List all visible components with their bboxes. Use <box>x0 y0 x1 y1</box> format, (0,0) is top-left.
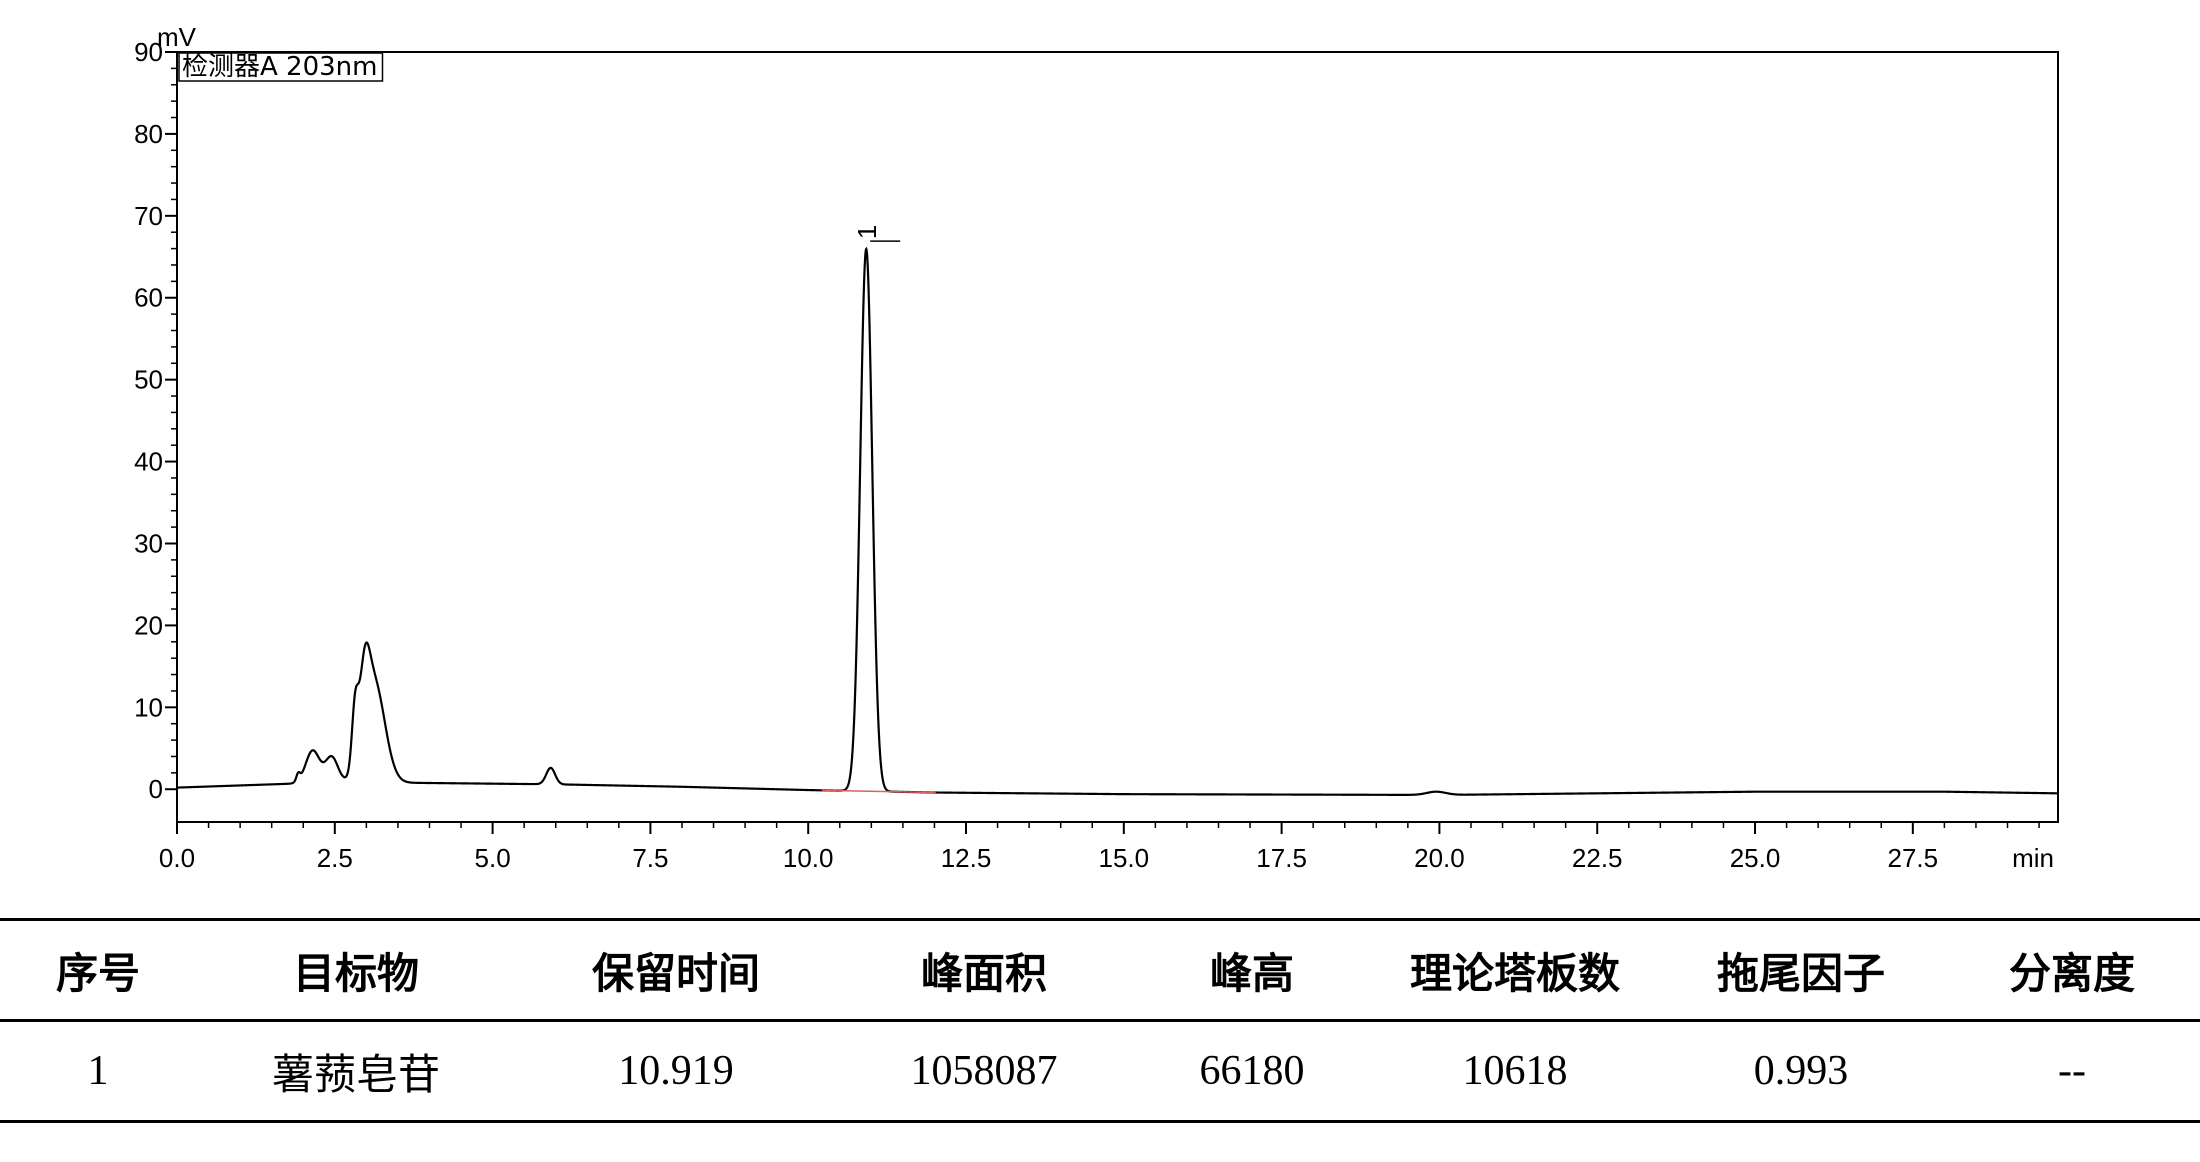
x-tick-label: 25.0 <box>1730 843 1781 873</box>
y-tick-label: 0 <box>149 774 163 804</box>
header-cell-peak-area: 峰面积 <box>920 948 1047 998</box>
table-row: 1 薯蓣皂苷 10.919 1058087 66180 10618 0.993 … <box>0 1021 2200 1122</box>
x-tick-label: 12.5 <box>941 843 992 873</box>
x-axis-label: min <box>2012 843 2054 873</box>
y-tick-label: 60 <box>134 283 163 313</box>
x-tick-label: 5.0 <box>475 843 511 873</box>
peak-label: 1 <box>852 225 901 242</box>
header-cell-resolution: 分离度 <box>2008 948 2135 998</box>
x-tick-label: 20.0 <box>1414 843 1465 873</box>
table-header-row: 序号 目标物 保留时间 峰面积 峰高 理论塔板数 拖尾因子 分离度 <box>0 919 2200 1021</box>
x-tick-label: 2.5 <box>317 843 353 873</box>
cell-tailing-factor: 0.993 <box>1753 1048 1849 1094</box>
plot-frame <box>176 51 2059 823</box>
header-cell-index: 序号 <box>55 948 140 998</box>
header-cell-retention-time: 保留时间 <box>591 948 760 998</box>
cell-peak-area: 1058087 <box>910 1048 1058 1094</box>
cell-plate-count: 10618 <box>1462 1048 1568 1094</box>
x-tick-label: 10.0 <box>783 843 834 873</box>
x-tick-label: 15.0 <box>1099 843 1150 873</box>
y-tick-label: 70 <box>134 201 163 231</box>
header-cell-plate-count: 理论塔板数 <box>1409 948 1620 998</box>
y-tick-label: 20 <box>134 610 163 640</box>
x-tick-label: 22.5 <box>1572 843 1623 873</box>
cell-retention-time: 10.919 <box>618 1048 734 1094</box>
header-cell-tailing-factor: 拖尾因子 <box>1716 948 1885 998</box>
legend-box <box>178 52 384 82</box>
cell-index: 1 <box>87 1048 109 1094</box>
y-tick-label: 50 <box>134 365 163 395</box>
x-tick-label: 7.5 <box>632 843 668 873</box>
y-tick-label: 10 <box>134 692 163 722</box>
y-axis-label: mV <box>157 22 197 52</box>
y-tick-label: 40 <box>134 447 163 477</box>
cell-resolution: -- <box>2058 1048 2086 1094</box>
x-tick-label: 0.0 <box>159 843 195 873</box>
legend-entry: 检测器A 203nm <box>182 52 377 82</box>
header-cell-analyte: 目标物 <box>292 948 419 998</box>
y-tick-label: 30 <box>134 528 163 558</box>
integration-baseline <box>822 789 936 794</box>
cell-analyte: 薯蓣皂苷 <box>271 1052 440 1099</box>
cell-peak-height: 66180 <box>1199 1048 1305 1094</box>
chromatogram-trace <box>176 246 2058 796</box>
header-cell-peak-height: 峰高 <box>1209 948 1294 998</box>
x-tick-label: 17.5 <box>1256 843 1307 873</box>
chromatogram-chart: 0 10 20 30 40 50 60 70 80 90 mV 0.0 2.5 5.0 7.5 10.0 12.… <box>134 22 2059 873</box>
peak-label-text: 1 <box>852 225 882 239</box>
x-tick-label: 27.5 <box>1888 843 1939 873</box>
y-tick-label: 80 <box>134 119 163 149</box>
results-table: 序号 目标物 保留时间 峰面积 峰高 理论塔板数 拖尾因子 分离度 1 薯蓣皂苷… <box>0 918 2200 1123</box>
y-tick-label: 90 <box>134 37 163 67</box>
